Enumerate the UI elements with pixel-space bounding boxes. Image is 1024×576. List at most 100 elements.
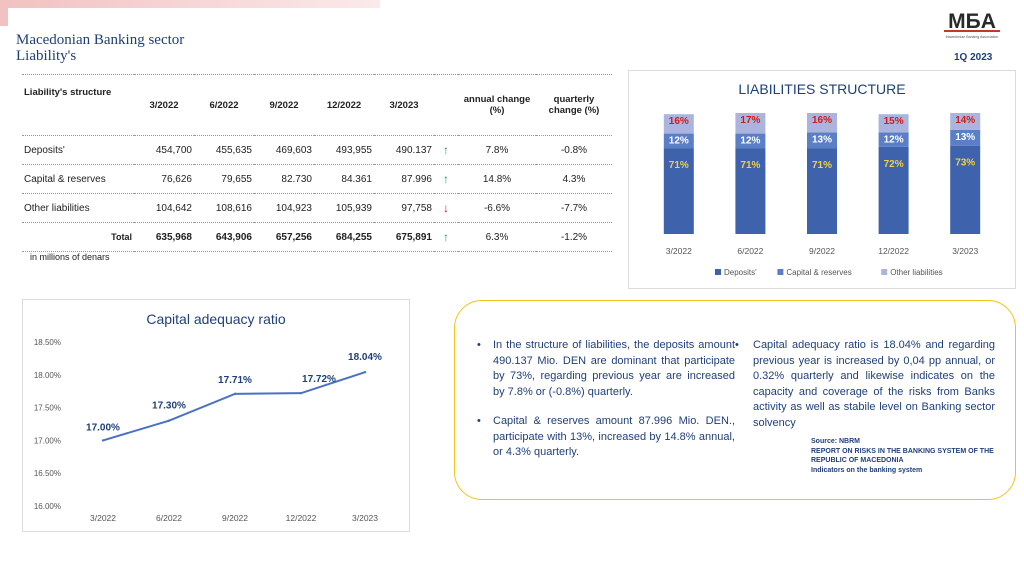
cell: 643,906	[194, 222, 254, 252]
table-row: Deposits' 454,700 455,635 469,603 493,95…	[22, 135, 612, 165]
x-tick-label: 9/2022	[809, 246, 835, 256]
row-label: Total	[22, 222, 134, 252]
bar-segment	[950, 129, 981, 146]
data-label: 18.04%	[348, 352, 382, 363]
logo-subtext: Macedonian Banking Association	[946, 35, 999, 39]
data-label: 12%	[740, 136, 760, 147]
data-label: 17.30%	[152, 401, 186, 412]
bar-segment	[878, 114, 909, 133]
data-label: 12%	[669, 136, 689, 147]
cell: 657,256	[254, 222, 314, 252]
data-label: 17.71%	[218, 375, 252, 386]
cell: 105,939	[314, 193, 374, 223]
cell: 635,968	[134, 222, 194, 252]
cell: 82.730	[254, 164, 314, 194]
top-accent-block	[0, 0, 8, 26]
arrow-up-icon: ↑	[434, 164, 458, 194]
top-accent-bar	[0, 0, 380, 8]
x-tick-label: 3/2023	[952, 246, 978, 256]
page-title-line1: Macedonian Banking sector	[16, 32, 185, 48]
quarterly-change-cell: -0.8%	[536, 135, 612, 165]
liabilities-structure-chart: LIABILITIES STRUCTURE 71% 12% 16% 3/2022 71%…	[628, 70, 1016, 289]
bar-segment	[735, 148, 766, 234]
y-tick-label: 18.00%	[34, 371, 61, 380]
bar-segment	[950, 145, 981, 234]
commentary-capital: Capital & reserves amount 87.996 Mio. DE…	[493, 415, 735, 458]
quarterly-change-cell: 4.3%	[536, 164, 612, 194]
table-header-row: Liability's structure 3/2022 6/2022 9/20…	[22, 74, 612, 136]
cell: 76,626	[134, 164, 194, 194]
bar-segment	[663, 133, 694, 149]
commentary-deposits: In the structure of liabilities, the dep…	[493, 339, 735, 398]
bar-segment	[807, 148, 837, 234]
y-tick-label: 18.50%	[34, 338, 61, 347]
legend-swatch	[715, 269, 721, 275]
legend-swatch	[881, 269, 888, 275]
units-note: in millions of denars	[30, 252, 110, 262]
period-label: 1Q 2023	[954, 52, 993, 63]
y-tick-label: 17.00%	[34, 436, 61, 445]
data-label: 14%	[955, 115, 975, 126]
data-label: 17.00%	[86, 422, 120, 433]
commentary-capital-adequacy: Capital adequacy ratio is 18.04% and reg…	[753, 339, 995, 429]
logo-text: MБA	[948, 10, 996, 33]
legend-label: Deposits'	[724, 268, 757, 277]
data-label: 73%	[955, 158, 975, 169]
annual-change-cell: 14.8%	[458, 164, 536, 194]
cell: 684,255	[314, 222, 374, 252]
source-line: Indicators on the banking system	[811, 466, 923, 474]
bar-segment	[950, 113, 981, 130]
cell: 79,655	[194, 164, 254, 194]
bar-segment	[807, 113, 837, 133]
commentary-box: • In the structure of liabilities, the d…	[454, 300, 1016, 500]
cell: 454,700	[134, 135, 194, 165]
legend-label: Capital & reserves	[786, 268, 851, 277]
cell: 675,891	[374, 222, 434, 252]
legend-label: Other liabilities	[890, 268, 942, 277]
source-line: Source: NBRM	[811, 438, 861, 445]
bar-segment	[663, 148, 694, 234]
source-line: REPORT ON RISKS IN THE BANKING SYSTEM OF…	[811, 447, 994, 465]
chart-title: Capital adequacy ratio	[146, 311, 286, 327]
cell: 493,955	[314, 135, 374, 165]
x-tick-label: 6/2022	[156, 513, 182, 523]
data-label: 13%	[812, 134, 832, 145]
arrow-up-icon: ↑	[434, 135, 458, 165]
bar-segment	[878, 146, 909, 234]
arrow-down-icon: ↓	[434, 193, 458, 223]
data-point	[299, 391, 303, 395]
cell: 97,758	[374, 193, 434, 223]
data-label: 15%	[884, 116, 904, 127]
data-point	[101, 439, 105, 442]
annual-change-cell: -6.6%	[458, 193, 536, 223]
data-label: 71%	[669, 160, 689, 171]
row-label: Deposits'	[22, 135, 134, 165]
row-label: Other liabilities	[22, 193, 134, 223]
data-point	[363, 370, 367, 374]
column-header: 9/2022	[254, 74, 314, 136]
legend-swatch	[777, 269, 784, 275]
bar-segment	[735, 133, 766, 149]
cell: 104,923	[254, 193, 314, 223]
data-label: 16%	[812, 115, 832, 126]
data-label: 17%	[740, 115, 760, 126]
data-point	[167, 419, 171, 422]
data-label: 12%	[884, 134, 904, 145]
table-row: Capital & reserves 76,626 79,655 82.730 …	[22, 164, 612, 194]
x-tick-label: 12/2022	[878, 246, 909, 256]
row-label: Capital & reserves	[22, 164, 134, 194]
y-tick-label: 17.50%	[34, 404, 61, 413]
arrow-up-icon: ↑	[434, 222, 458, 252]
annual-change-cell: 6.3%	[458, 222, 536, 252]
stacked-bar-svg: 71% 12% 16% 3/2022 71% 12% 17% 6/2022 71% 13% 16% 9…	[663, 113, 981, 277]
quarterly-change-cell: -1.2%	[536, 222, 612, 252]
quarterly-change-header: quarterly change (%)	[536, 74, 612, 136]
cell: 490.137	[374, 135, 434, 165]
cell: 87.996	[374, 164, 434, 194]
source-note: Source: NBRM REPORT ON RISKS IN THE BANK…	[811, 437, 1001, 475]
mba-logo: MБA Macedonian Banking Association	[944, 10, 1000, 39]
page-title-line2: Liability's	[16, 48, 77, 64]
bar-segment	[735, 113, 766, 134]
bar-segment	[807, 132, 837, 149]
data-label: 16%	[669, 116, 689, 127]
